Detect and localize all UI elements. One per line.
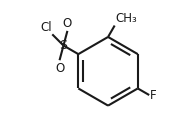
Text: Cl: Cl [40, 21, 52, 34]
Text: F: F [150, 89, 157, 102]
Text: S: S [59, 39, 67, 52]
Text: CH₃: CH₃ [115, 12, 137, 25]
Text: O: O [55, 62, 64, 75]
Text: O: O [63, 16, 72, 30]
